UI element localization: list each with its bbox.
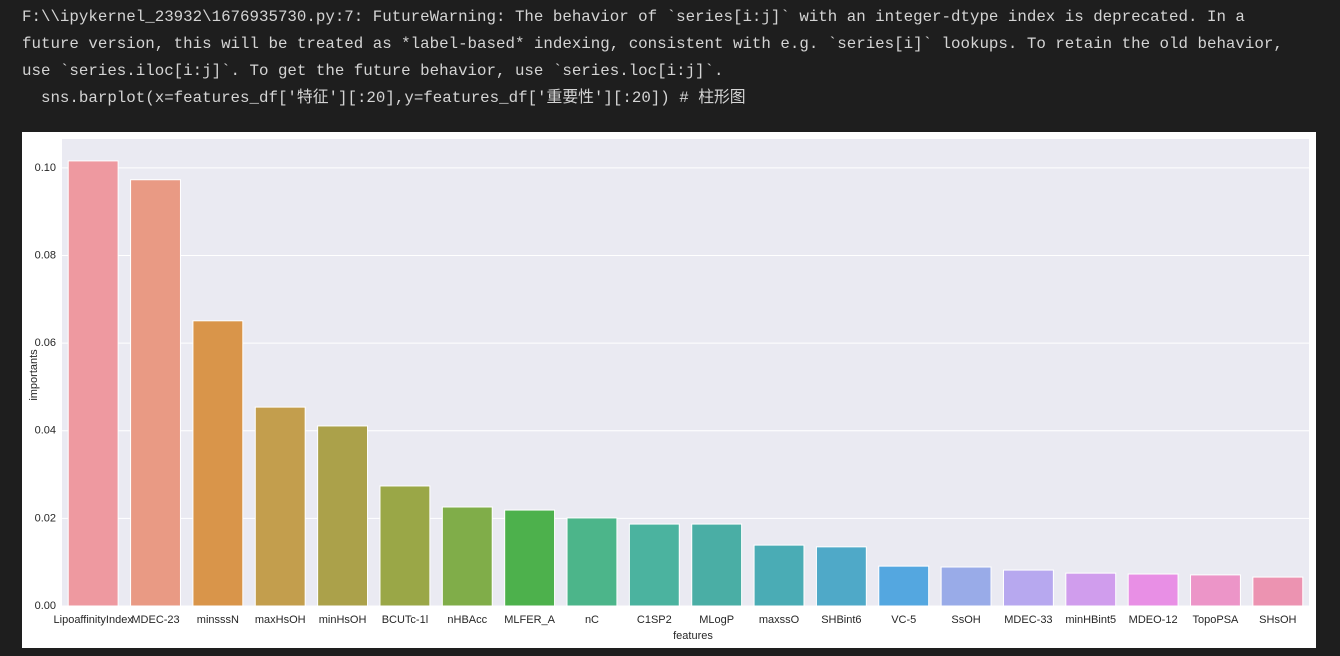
warning-output: F:\\ipykernel_23932\1676935730.py:7: Fut… [22, 4, 1332, 112]
x-tick-label: SsOH [951, 614, 980, 626]
y-tick-label: 0.06 [35, 337, 56, 349]
bar [1065, 572, 1117, 607]
bar [753, 544, 805, 607]
bar [504, 509, 556, 607]
x-tick-label: maxssO [759, 614, 800, 626]
x-tick-label: SHBint6 [821, 614, 861, 626]
bar [67, 160, 119, 607]
bar [379, 485, 431, 607]
bar [441, 506, 493, 607]
x-tick-label: SHsOH [1259, 614, 1296, 626]
y-tick-label: 0.00 [35, 600, 56, 612]
bar [940, 566, 992, 607]
y-tick-label: 0.02 [35, 512, 56, 524]
bar [130, 179, 181, 607]
x-tick-label: BCUTc-1l [382, 614, 428, 626]
bar [1252, 576, 1304, 607]
bar [628, 523, 680, 607]
warning-line: F:\\ipykernel_23932\1676935730.py:7: Fut… [22, 8, 1245, 26]
x-tick-label: LipoaffinityIndex [54, 614, 134, 626]
bar [1127, 573, 1179, 607]
bar [691, 523, 743, 607]
warning-line: sns.barplot(x=features_df['特征'][:20],y=f… [22, 89, 746, 107]
x-tick-label: minHBint5 [1065, 614, 1116, 626]
plot-area [62, 139, 1309, 606]
x-tick-label: MLFER_A [504, 614, 555, 626]
x-tick-label: nC [585, 614, 599, 626]
x-tick-label: maxHsOH [255, 614, 306, 626]
x-tick-label: MDEO-12 [1129, 614, 1178, 626]
x-tick-label: nHBAcc [447, 614, 487, 626]
bar [192, 320, 244, 607]
bar [1190, 574, 1241, 607]
warning-line: use `series.iloc[i:j]`. To get the futur… [22, 62, 724, 80]
y-tick-label: 0.04 [35, 425, 56, 437]
y-axis-label: importants [28, 349, 40, 401]
x-tick-label: MLogP [699, 614, 734, 626]
x-tick-label: minsssN [197, 614, 239, 626]
bar [254, 406, 306, 607]
bar [878, 565, 930, 607]
bar [1002, 569, 1054, 607]
bar [815, 546, 867, 607]
x-tick-label: minHsOH [319, 614, 367, 626]
bar [317, 425, 369, 607]
x-tick-label: TopoPSA [1193, 614, 1240, 626]
x-tick-label: MDEC-23 [131, 614, 179, 626]
y-tick-label: 0.10 [35, 162, 56, 174]
x-axis-label: features [673, 630, 713, 642]
bar [566, 517, 618, 607]
y-tick-label: 0.08 [35, 249, 56, 261]
x-tick-label: MDEC-33 [1004, 614, 1052, 626]
warning-line: future version, this will be treated as … [22, 35, 1283, 53]
x-tick-label: VC-5 [891, 614, 916, 626]
x-tick-label: C1SP2 [637, 614, 672, 626]
